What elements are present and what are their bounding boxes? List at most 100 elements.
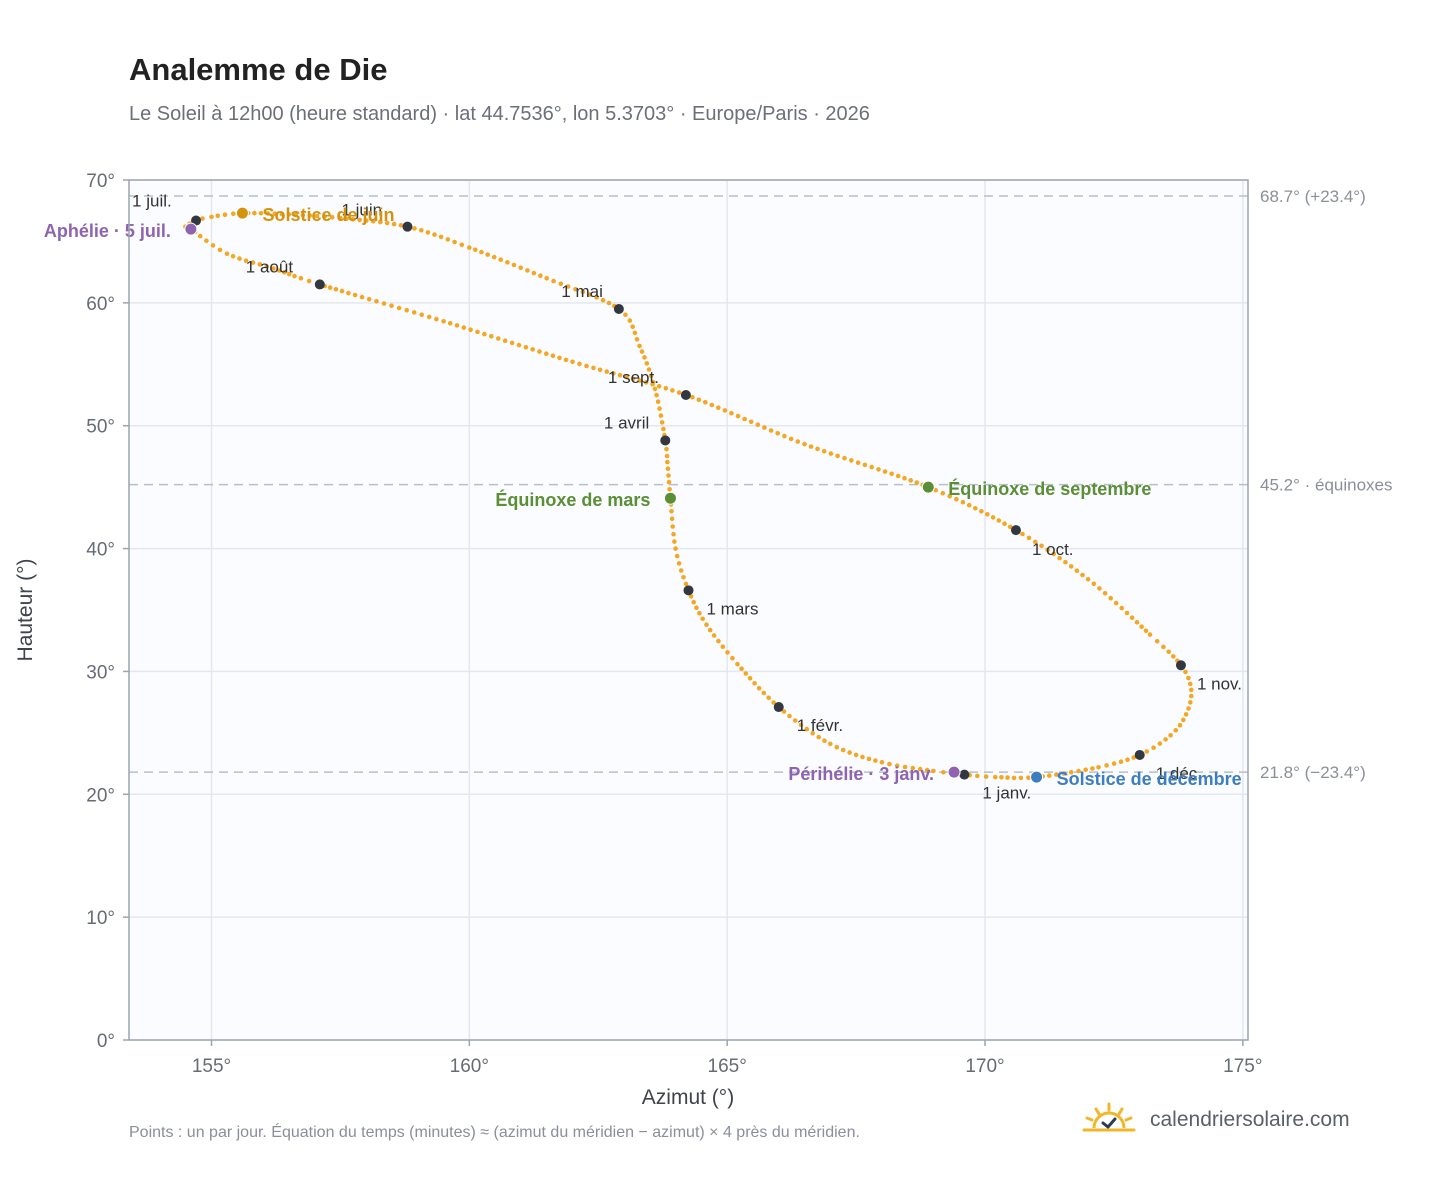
curve-dot (396, 305, 402, 311)
curve-dot (681, 575, 686, 580)
curve-dot (973, 506, 978, 511)
curve-dot (637, 378, 642, 383)
curve-dot (650, 382, 655, 387)
curve-dot (975, 773, 980, 779)
curve-dot (1020, 531, 1025, 537)
month-marker-dot (683, 585, 694, 596)
curve-dot (941, 770, 946, 775)
curve-dot (873, 758, 878, 763)
month-marker-dot (959, 769, 970, 780)
curve-dot (1061, 771, 1067, 776)
curve-dot (327, 285, 333, 290)
curve-dot (674, 553, 680, 559)
curve-dot (798, 722, 804, 728)
event-marker-label: Solstice de décembre (1057, 769, 1242, 789)
curve-dot (924, 767, 930, 773)
curve-dot (286, 212, 292, 217)
curve-dot (604, 369, 610, 374)
curve-dot (739, 666, 744, 671)
curve-dot (197, 233, 203, 239)
curve-dot (678, 568, 684, 573)
curve-dot (210, 243, 216, 248)
plot-frame (128, 179, 1249, 1041)
curve-dot (722, 408, 728, 413)
event-marker-dot (235, 206, 249, 220)
curve-dot (282, 270, 287, 275)
curve-dot (1047, 773, 1052, 778)
curve-dot (1102, 591, 1108, 596)
month-marker-label: 1 mai (561, 282, 603, 301)
brand-name[interactable]: calendriersolaire.com (1150, 1108, 1350, 1131)
curve-dot (352, 292, 358, 298)
x-tick-label: 175° (1223, 1056, 1262, 1077)
curve-dot (550, 353, 556, 359)
month-marker-label: 1 juil. (132, 192, 172, 211)
curve-dot (1181, 717, 1186, 723)
curve-dot (1018, 775, 1024, 781)
curve-dot (743, 671, 749, 676)
curve-dot (637, 343, 642, 349)
curve-dot (840, 747, 846, 753)
event-marker-dot (947, 765, 961, 779)
curve-dot (1168, 733, 1173, 738)
curve-dot (314, 213, 320, 219)
curve-dot (697, 610, 702, 616)
curve-dot (933, 487, 938, 493)
curve-dot (648, 373, 654, 379)
curve-dot (1144, 749, 1150, 754)
curve-dot (461, 325, 467, 330)
curve-dot (544, 276, 549, 281)
curve-dot (670, 524, 675, 529)
curve-dot (306, 278, 312, 284)
curve-dot (279, 211, 285, 217)
curve-dot (855, 460, 861, 466)
curve-dot (237, 256, 242, 261)
curve-dot (1119, 605, 1124, 611)
curve-dot (346, 290, 351, 296)
chart-subtitle: Le Soleil à 12h00 (heure standard) · lat… (129, 103, 870, 125)
event-marker-label: Équinoxe de mars (495, 489, 650, 510)
curve-dot (404, 307, 410, 313)
curve-dot (917, 766, 923, 772)
curve-dot (452, 239, 457, 245)
curve-dot (667, 487, 672, 492)
curve-dot (565, 284, 571, 289)
curve-dot (869, 464, 874, 470)
curve-dot (889, 471, 894, 477)
month-marker-label: 1 juin (341, 201, 382, 220)
y-tick-label: 0° (97, 1031, 115, 1052)
curve-dot (752, 681, 757, 686)
curve-dot (272, 211, 278, 216)
curve-dot (1108, 595, 1113, 601)
curve-dot (707, 627, 713, 633)
brand[interactable]: calendriersolaire.com (1082, 1102, 1350, 1138)
curve-dot (217, 247, 223, 253)
curve-dot (644, 361, 650, 366)
curve-dot (1186, 706, 1191, 711)
curve-dot (690, 395, 695, 400)
curve-dot (1074, 568, 1080, 573)
curve-dot (993, 774, 998, 780)
curve-dot (669, 509, 674, 514)
curve-dot (658, 413, 664, 418)
month-marker-label: 1 mars (707, 599, 759, 618)
curve-dot (338, 215, 343, 221)
curve-dot (391, 221, 397, 227)
y-tick-label: 40° (86, 540, 115, 561)
curve-dot (516, 342, 522, 348)
month-marker-dot (191, 215, 202, 226)
curve-dot (307, 213, 313, 218)
curve-dot (762, 425, 767, 430)
curve-dot (419, 228, 424, 233)
curve-dot (766, 695, 771, 701)
curve-dot (821, 449, 827, 454)
curve-dot (231, 211, 236, 216)
curve-dot (983, 774, 989, 779)
curve-dot (1011, 775, 1017, 781)
curve-dot (364, 218, 369, 223)
curve-dot (761, 690, 767, 696)
curve-dot (669, 516, 675, 522)
curve-dot (215, 213, 221, 219)
curve-dot (441, 319, 446, 324)
curve-dot (860, 754, 865, 760)
